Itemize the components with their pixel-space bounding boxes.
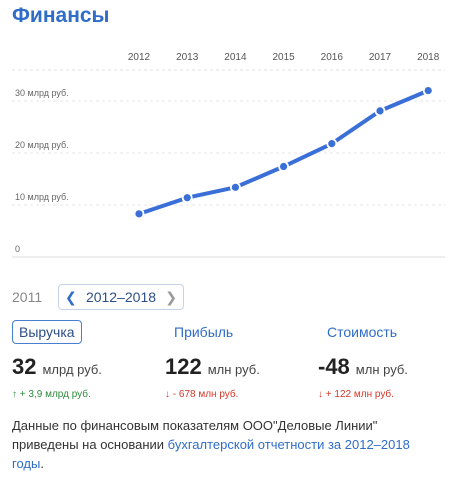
period-selector: 2011 ❮ 2012–2018 ❯	[12, 284, 184, 310]
data-point	[133, 208, 145, 220]
revenue-number: 32	[12, 354, 37, 379]
x-tick-label: 2016	[321, 52, 344, 63]
profit-value: 122 млн руб.	[165, 354, 260, 380]
data-point	[326, 138, 338, 150]
period-range-label: 2012–2018	[85, 289, 157, 305]
revenue-change: ↑ + 3,9 млрд руб.	[12, 389, 91, 400]
tab-revenue[interactable]: Выручка	[12, 320, 82, 344]
metric-tabs: Выручка Прибыль Стоимость	[0, 320, 457, 344]
chevron-left-icon[interactable]: ❮	[65, 288, 77, 305]
x-tick-label: 2017	[369, 52, 392, 63]
data-point	[181, 192, 193, 204]
x-tick-label: 2013	[176, 52, 199, 63]
x-tick-label: 2014	[224, 52, 247, 63]
data-point	[278, 161, 290, 172]
y-tick-label: 30 млрд руб.	[15, 88, 69, 98]
revenue-line-chart: 0 10 млрд руб. 20 млрд руб. 30 млрд руб. 201…	[12, 52, 445, 258]
x-tick-label: 2015	[272, 52, 295, 63]
profit-change: ↓ - 678 млн руб.	[165, 389, 239, 400]
report-link[interactable]: бухгалтерской отчетности за 2012–2018 го…	[12, 437, 410, 471]
description-text: Данные по финансовым показателям ООО"Дел…	[12, 418, 378, 452]
data-point	[374, 105, 386, 117]
tab-value[interactable]: Стоимость	[327, 324, 398, 340]
previous-year-link[interactable]: 2011	[12, 289, 43, 305]
data-point	[229, 181, 241, 193]
y-tick-label: 10 млрд руб.	[15, 192, 69, 202]
revenue-value: 32 млрд руб.	[12, 354, 102, 380]
revenue-unit: млрд руб.	[42, 362, 102, 377]
value-number: -48	[318, 354, 350, 379]
value-change: ↓ + 122 млн руб.	[318, 389, 394, 400]
tab-profit[interactable]: Прибыль	[174, 324, 234, 340]
profit-number: 122	[165, 354, 202, 379]
y-tick-label: 20 млрд руб.	[15, 140, 69, 150]
value-value: -48 млн руб.	[318, 354, 408, 380]
data-point	[422, 85, 434, 96]
value-unit: млн руб.	[355, 362, 408, 377]
x-tick-label: 2012	[128, 52, 151, 63]
description-end: .	[40, 456, 44, 471]
profit-unit: млн руб.	[207, 362, 260, 377]
description: Данные по финансовым показателям ООО"Дел…	[12, 416, 442, 473]
y-tick-label: 0	[15, 244, 20, 254]
period-range-box: ❮ 2012–2018 ❯	[58, 284, 184, 310]
page-title: Финансы	[12, 4, 110, 27]
x-tick-label: 2018	[417, 52, 440, 63]
chevron-right-icon[interactable]: ❯	[165, 288, 177, 305]
